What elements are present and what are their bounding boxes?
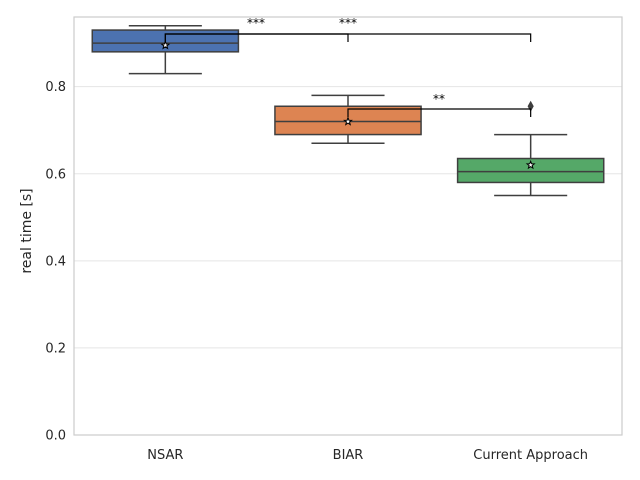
mean-marker bbox=[525, 159, 536, 170]
x-tick-label: Current Approach bbox=[473, 448, 588, 463]
boxes-layer bbox=[91, 24, 605, 197]
bracket-line bbox=[164, 33, 532, 42]
significance-label: *** bbox=[247, 16, 265, 30]
significance-bracket: ** bbox=[347, 92, 532, 117]
y-tick-label: 0.0 bbox=[45, 429, 66, 444]
x-tick-label: BIAR bbox=[333, 448, 364, 463]
mean-marker bbox=[160, 40, 171, 50]
box bbox=[456, 157, 605, 184]
box-group bbox=[274, 94, 422, 145]
bracket-line bbox=[347, 108, 532, 117]
mean-marker bbox=[343, 116, 353, 126]
significance-label: *** bbox=[339, 16, 357, 30]
x-tick-labels: NSAR BIAR Current Approach bbox=[147, 448, 588, 463]
y-tick-label: 0.8 bbox=[45, 80, 66, 95]
y-tick-label: 0.4 bbox=[45, 254, 66, 269]
y-tick-labels: 0.0 0.2 0.4 0.6 0.8 bbox=[45, 80, 66, 443]
box-group bbox=[456, 100, 605, 197]
box-group bbox=[91, 24, 240, 75]
y-tick-label: 0.2 bbox=[45, 341, 66, 356]
y-tick-label: 0.6 bbox=[45, 167, 66, 182]
plot-frame bbox=[73, 16, 623, 436]
x-tick-label: NSAR bbox=[147, 448, 183, 463]
significance-bracket: *** bbox=[164, 16, 532, 42]
significance-layer: *** ***** bbox=[164, 16, 532, 117]
grid-layer bbox=[74, 86, 622, 349]
significance-label: ** bbox=[433, 92, 445, 106]
y-axis-label: real time [s] bbox=[19, 188, 35, 273]
